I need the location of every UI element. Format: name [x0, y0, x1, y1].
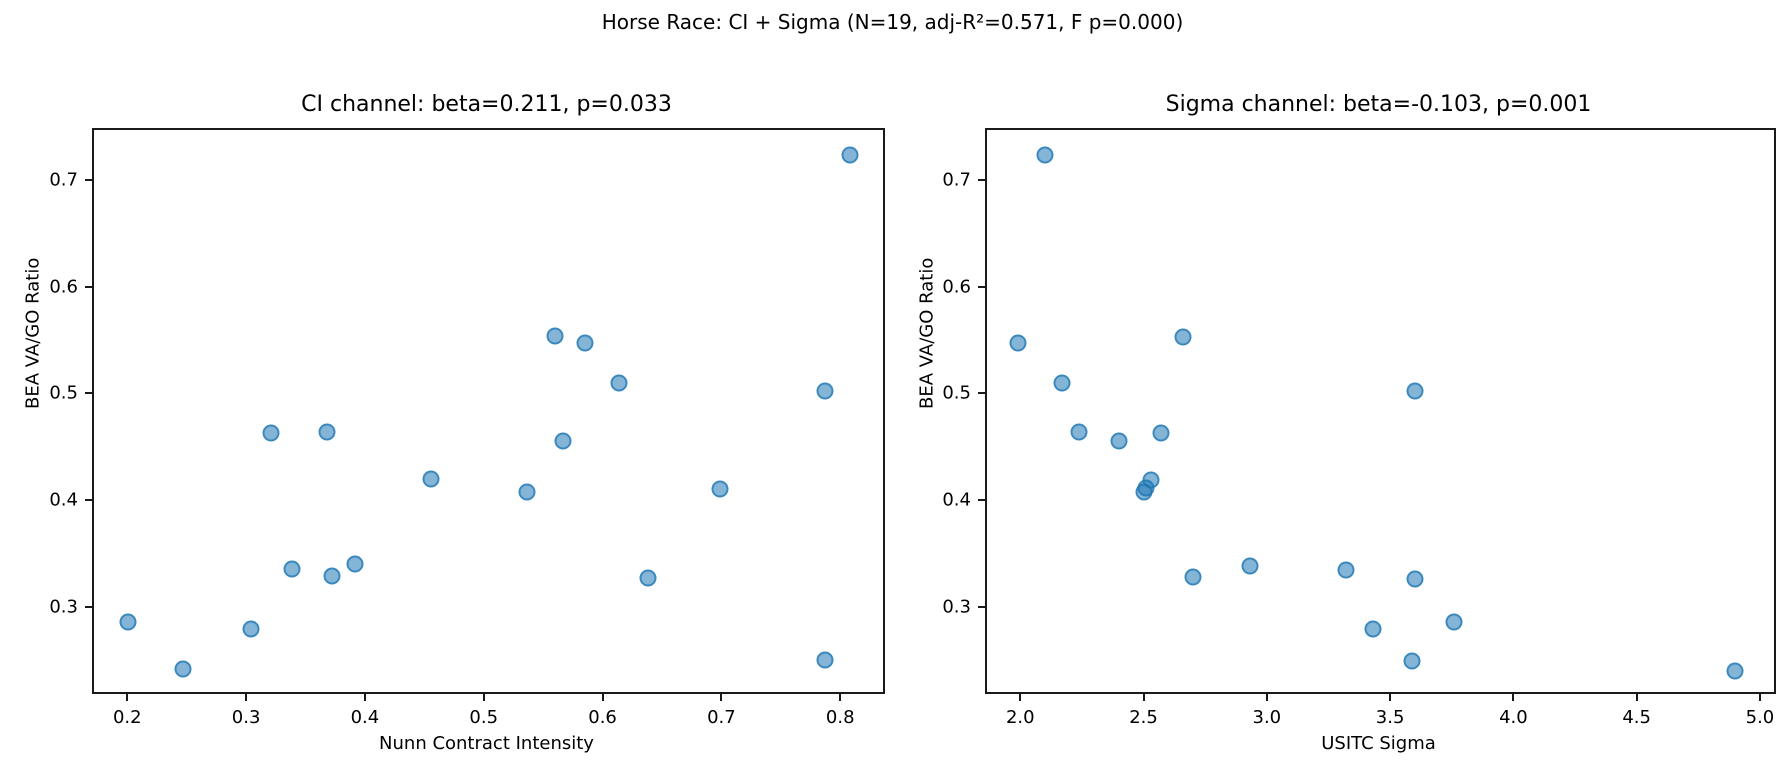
y-tick-label: 0.4	[942, 489, 971, 511]
x-tick-label: 0.3	[231, 707, 261, 728]
x-tick-label: 4.5	[1622, 707, 1651, 728]
x-tick-mark	[1019, 694, 1022, 701]
x-tick-mark	[601, 694, 604, 701]
y-tick-label: 0.7	[942, 169, 971, 191]
scatter-point	[1184, 568, 1202, 586]
x-tick-label: 0.2	[112, 707, 142, 728]
scatter-point	[639, 569, 657, 587]
scatter-point	[422, 470, 440, 488]
y-tick-mark	[978, 499, 985, 502]
y-tick-label: 0.3	[49, 596, 78, 618]
scatter-point	[1726, 662, 1744, 680]
x-tick-label: 0.8	[825, 707, 855, 728]
scatter-point	[1337, 561, 1355, 579]
scatter-point	[1070, 423, 1088, 441]
x-tick-mark	[1389, 694, 1392, 701]
y-tick-mark	[85, 499, 92, 502]
scatter-point	[1406, 382, 1424, 400]
x-tick-label: 0.4	[350, 707, 380, 728]
x-tick-mark	[1142, 694, 1145, 701]
left-plot-xaxis-label: Nunn Contract Intensity	[379, 733, 594, 754]
right-plot-xaxis-label: USITC Sigma	[1321, 733, 1436, 754]
scatter-point	[1036, 146, 1054, 164]
x-tick-mark	[126, 694, 129, 701]
y-tick-mark	[85, 179, 92, 182]
scatter-point	[1445, 613, 1463, 631]
scatter-point	[323, 567, 341, 585]
left-plot-area: 0.2 0.3 0.4 0.5 0.6 0.7 0.8 0.3 0.4 0.5 0.6 0.7	[49, 128, 885, 728]
x-tick-mark	[363, 694, 366, 701]
x-tick-mark	[839, 694, 842, 701]
scatter-point	[119, 613, 137, 631]
x-tick-label: 0.7	[707, 707, 736, 728]
scatter-point	[610, 374, 628, 392]
left-plot-title: CI channel: beta=0.211, p=0.033	[301, 92, 672, 117]
y-tick-mark	[85, 605, 92, 608]
y-tick-label: 0.7	[49, 169, 78, 191]
scatter-point	[242, 620, 260, 638]
scatter-point	[346, 555, 364, 573]
right-plot-title: Sigma channel: beta=-0.103, p=0.001	[1165, 92, 1592, 117]
scatter-point	[1364, 620, 1382, 638]
x-tick-mark	[482, 694, 485, 701]
x-tick-label: 3.5	[1375, 707, 1405, 728]
x-tick-label: 2.0	[1005, 707, 1035, 728]
x-tick-mark	[1758, 694, 1761, 701]
y-tick-mark	[978, 179, 985, 182]
scatter-point	[1403, 652, 1421, 670]
scatter-point	[1241, 557, 1259, 575]
scatter-point	[174, 660, 192, 678]
y-tick-mark	[978, 285, 985, 288]
x-tick-mark	[720, 694, 723, 701]
scatter-point	[711, 480, 729, 498]
scatter-point	[262, 424, 280, 442]
y-tick-label: 0.6	[49, 276, 78, 298]
y-tick-label: 0.3	[942, 596, 971, 618]
figure-suptitle: Horse Race: CI + Sigma (N=19, adj-R²=0.5…	[601, 10, 1184, 34]
scatter-point	[1110, 432, 1128, 450]
y-tick-mark	[85, 285, 92, 288]
y-tick-label: 0.6	[942, 276, 971, 298]
y-tick-mark	[85, 392, 92, 395]
x-tick-label: 0.5	[469, 707, 499, 728]
y-tick-mark	[978, 605, 985, 608]
scatter-point	[1137, 479, 1155, 497]
x-tick-label: 3.0	[1252, 707, 1282, 728]
scatter-point	[816, 651, 834, 669]
scatter-point	[554, 432, 572, 450]
scatter-point	[1406, 570, 1424, 588]
right-plot-area: 2.0 2.5 3.0 3.5 4.0 4.5 5.0 0.3 0.4 0.5 0.6 0.7	[942, 128, 1776, 728]
scatter-point	[841, 146, 859, 164]
scatter-point	[283, 560, 301, 578]
x-tick-mark	[245, 694, 248, 701]
scatter-point	[816, 382, 834, 400]
scatter-point	[318, 423, 336, 441]
x-tick-mark	[1265, 694, 1268, 701]
x-tick-label: 5.0	[1745, 707, 1775, 728]
y-tick-label: 0.4	[49, 489, 78, 511]
scatter-point	[1152, 424, 1170, 442]
x-tick-label: 2.5	[1129, 707, 1158, 728]
scatter-point	[1053, 374, 1071, 392]
scatter-point	[1009, 334, 1027, 352]
y-tick-label: 0.5	[942, 382, 971, 404]
x-tick-mark	[1635, 694, 1638, 701]
x-tick-mark	[1512, 694, 1515, 701]
scatter-point	[576, 334, 594, 352]
scatter-point	[518, 483, 536, 500]
scatter-point	[1174, 328, 1192, 346]
y-tick-label: 0.5	[49, 382, 78, 404]
x-tick-label: 4.0	[1499, 707, 1528, 728]
scatter-point	[546, 327, 564, 345]
y-tick-mark	[978, 392, 985, 395]
x-tick-label: 0.6	[588, 707, 617, 728]
